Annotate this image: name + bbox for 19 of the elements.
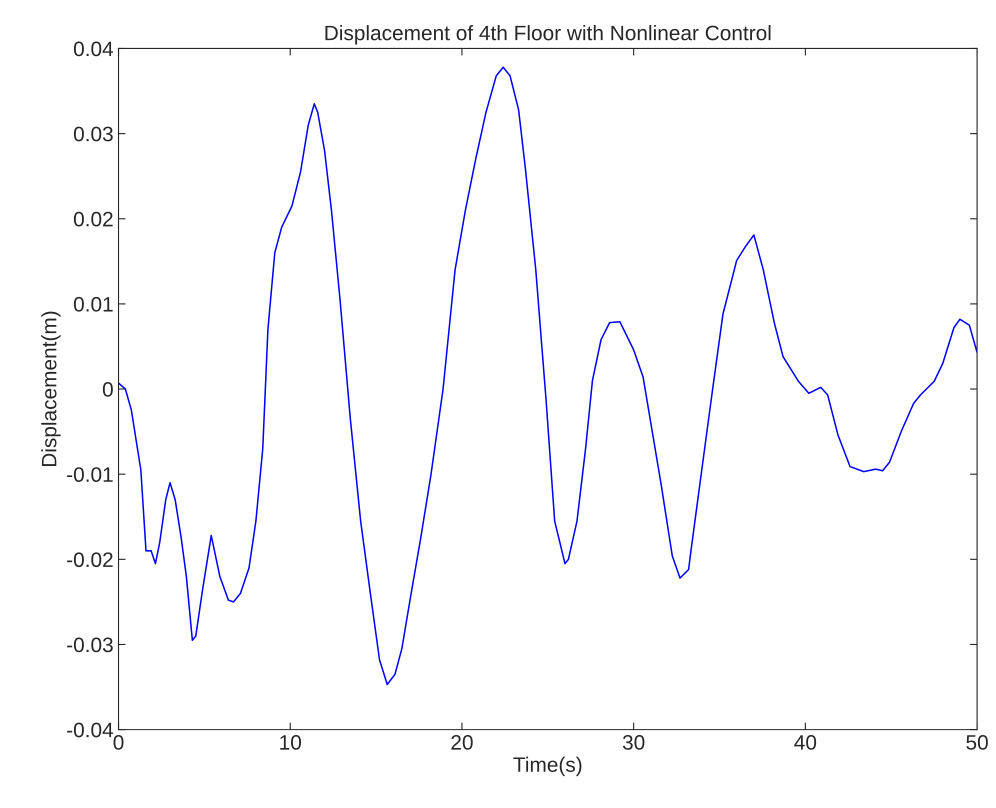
- y-tick-label: -0.01: [67, 467, 113, 482]
- y-tick-label: 0.02: [74, 212, 113, 227]
- x-tick-label: 40: [794, 735, 816, 750]
- y-tick-label: -0.02: [67, 552, 113, 568]
- y-tick-label: 0: [102, 382, 113, 397]
- y-tick-label: -0.03: [67, 637, 113, 652]
- x-tick-label: 50: [966, 735, 988, 750]
- x-tick-label: 20: [451, 735, 473, 750]
- y-tick-label: 0.04: [74, 41, 114, 56]
- y-tick-label: 0.03: [74, 126, 113, 142]
- x-tick-label: 30: [622, 735, 644, 750]
- y-tick-label: 0.01: [74, 296, 113, 312]
- line-series: [118, 66, 978, 686]
- y-tick-label: -0.04: [67, 722, 114, 738]
- x-axis-title: Time(s): [513, 756, 582, 776]
- chart-title: Displacement of 4th Floor with Nonlinear Control: [325, 25, 770, 44]
- x-tick-label: 0: [114, 735, 124, 750]
- x-tick-label: 10: [280, 735, 302, 750]
- y-axis-title: Displacement(m): [41, 312, 61, 466]
